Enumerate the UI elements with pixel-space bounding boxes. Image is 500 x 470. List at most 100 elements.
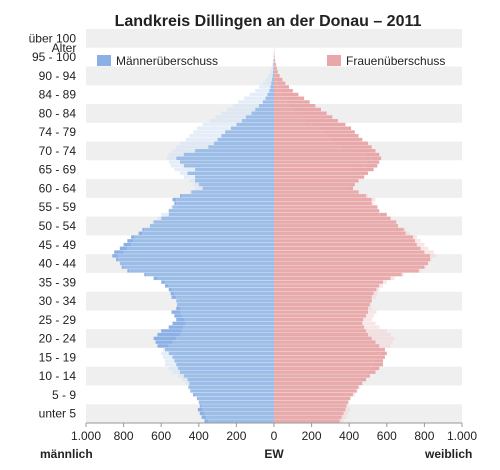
- female-deficit-bar: [345, 407, 351, 412]
- male-deficit-bar: [176, 145, 209, 149]
- female-surplus-bar: [364, 374, 370, 378]
- male-bar: [258, 104, 274, 108]
- female-bar: [274, 419, 340, 423]
- female-bar: [274, 407, 346, 412]
- male-surplus-bar: [138, 231, 143, 236]
- male-bar: [174, 291, 274, 296]
- male-bar: [185, 321, 274, 326]
- female-bar: [274, 362, 372, 367]
- female-bar: [274, 216, 387, 221]
- female-bar: [274, 235, 414, 239]
- x-tick-label: 0: [271, 429, 278, 443]
- male-bar: [181, 194, 274, 198]
- male-deficit-bar: [258, 85, 271, 89]
- female-surplus-bar: [383, 347, 385, 352]
- female-bar: [274, 325, 365, 329]
- male-bar: [199, 400, 274, 404]
- age-group-label: 25 - 29: [39, 313, 77, 327]
- male-bar: [164, 347, 274, 352]
- female-bar: [274, 145, 340, 149]
- male-surplus-bar: [193, 392, 196, 397]
- female-bar: [274, 310, 368, 314]
- male-deficit-bar: [172, 149, 196, 153]
- male-bar: [272, 74, 274, 78]
- female-surplus-bar: [274, 70, 278, 74]
- male-bar: [117, 254, 275, 258]
- male-surplus-bar: [177, 302, 179, 307]
- female-bar: [274, 392, 353, 397]
- female-bar: [274, 179, 353, 183]
- female-bar: [274, 85, 278, 89]
- male-surplus-bar: [153, 276, 158, 281]
- female-deficit-bar: [371, 201, 374, 205]
- male-bar: [172, 340, 274, 344]
- male-bar: [168, 212, 274, 217]
- female-bar: [274, 126, 318, 130]
- male-bar: [172, 205, 274, 209]
- female-surplus-bar: [360, 171, 368, 175]
- age-group-label: 55 - 59: [39, 200, 77, 214]
- legend-swatch-male-surplus: [97, 55, 111, 66]
- female-deficit-bar: [379, 284, 384, 288]
- age-group-label: 50 - 54: [39, 219, 77, 233]
- female-deficit-bar: [369, 302, 371, 307]
- male-bar: [178, 366, 274, 371]
- male-bar: [142, 231, 274, 236]
- female-surplus-bar: [352, 179, 359, 183]
- male-surplus-bar: [161, 329, 182, 333]
- male-bar: [171, 287, 274, 292]
- male-deficit-bar: [180, 141, 214, 145]
- female-bar: [274, 167, 353, 172]
- female-surplus-bar: [379, 351, 387, 356]
- age-group-label: 70 - 74: [39, 144, 77, 158]
- female-bar: [274, 212, 380, 217]
- female-bar: [274, 347, 384, 352]
- female-surplus-bar: [280, 92, 299, 97]
- male-deficit-bar: [232, 104, 259, 108]
- y-axis-title: Alter: [52, 41, 77, 55]
- male-bar: [176, 295, 274, 299]
- male-surplus-bar: [199, 404, 202, 408]
- female-deficit-bar: [368, 306, 372, 311]
- male-bar: [213, 141, 274, 145]
- male-surplus-bar: [172, 197, 177, 202]
- male-deficit-bar: [168, 160, 180, 164]
- female-deficit-bar: [363, 317, 372, 322]
- male-surplus-bar: [127, 239, 133, 243]
- female-bar: [274, 134, 327, 138]
- female-surplus-bar: [296, 111, 327, 115]
- legend-label-female-surplus: Frauenüberschuss: [346, 54, 445, 68]
- male-deficit-bar: [161, 351, 169, 356]
- female-bar: [274, 70, 275, 74]
- female-surplus-bar: [326, 134, 359, 138]
- grid-band: [86, 28, 462, 48]
- male-bar: [176, 201, 274, 205]
- male-bar: [183, 325, 274, 329]
- x-tick-label: 600: [151, 429, 171, 443]
- female-bar: [274, 156, 372, 160]
- male-deficit-bar: [210, 119, 243, 123]
- female-bar: [274, 299, 372, 303]
- male-bar: [180, 306, 274, 311]
- female-deficit-bar: [371, 336, 395, 341]
- male-bar: [149, 224, 274, 228]
- male-bar: [267, 92, 274, 97]
- right-side-label: weiblich: [424, 447, 472, 461]
- female-surplus-bar: [373, 359, 384, 363]
- male-bar: [180, 160, 274, 164]
- male-surplus-bar: [116, 257, 118, 262]
- female-deficit-bar: [343, 411, 349, 416]
- male-bar: [123, 265, 274, 269]
- male-bar: [270, 85, 274, 89]
- female-bar: [274, 141, 335, 145]
- male-bar: [131, 242, 274, 247]
- male-surplus-bar: [123, 242, 132, 247]
- male-surplus-bar: [171, 295, 177, 299]
- male-bar: [127, 246, 274, 251]
- female-bar: [274, 201, 372, 205]
- male-bar: [195, 392, 274, 397]
- male-deficit-bar: [172, 370, 180, 374]
- male-surplus-bar: [172, 321, 186, 326]
- male-bar: [262, 100, 274, 104]
- female-bar: [274, 366, 370, 371]
